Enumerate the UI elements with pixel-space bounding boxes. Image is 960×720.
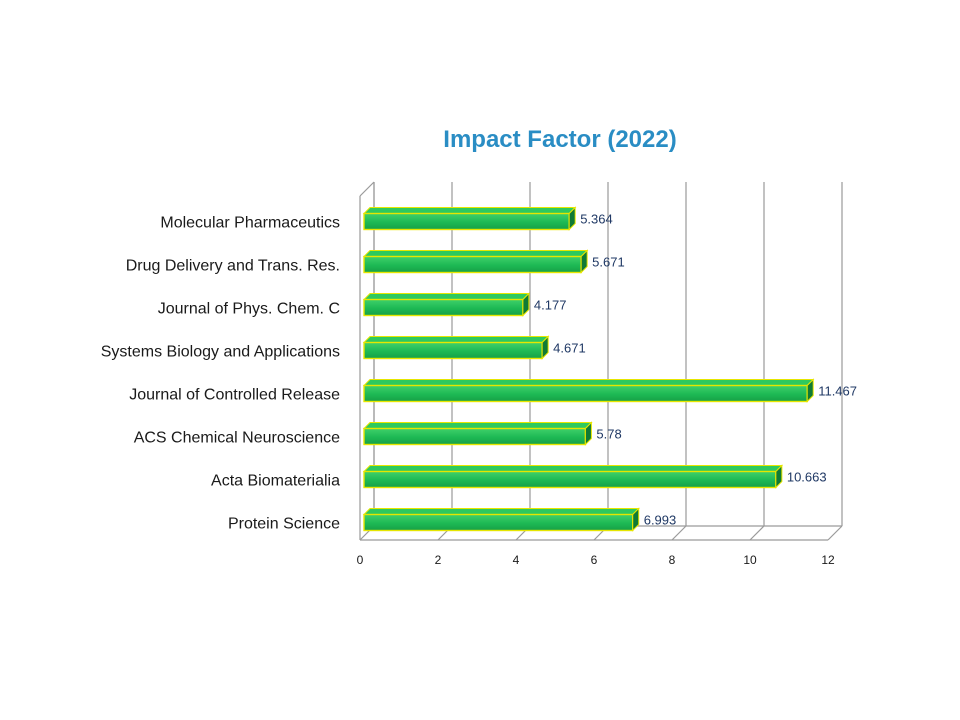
value-label: 10.663 (787, 470, 827, 485)
bar-top (362, 465, 784, 472)
bar-end (541, 335, 549, 360)
value-label: 6.993 (644, 513, 677, 528)
bar-end (775, 464, 783, 489)
bar (363, 513, 634, 532)
bar (363, 212, 570, 231)
value-label: 4.177 (534, 298, 567, 313)
category-label: Journal of Phys. Chem. C (158, 301, 340, 318)
bar-end (806, 378, 814, 403)
floor-gridline (671, 525, 687, 541)
bar (363, 341, 543, 360)
bar-end (632, 507, 640, 532)
value-label: 5.78 (596, 427, 621, 442)
bar (363, 384, 808, 403)
bar-end (584, 421, 592, 446)
floor-gridline (827, 525, 843, 541)
side-wall-top (359, 181, 375, 197)
category-label: Systems Biology and Applications (101, 344, 340, 361)
bar-top (362, 293, 531, 300)
x-tick-label: 0 (357, 553, 364, 567)
bar (363, 298, 524, 317)
category-label: ACS Chemical Neuroscience (134, 430, 340, 447)
bar (363, 470, 777, 489)
category-label: Acta Biomaterialia (211, 473, 340, 490)
value-label: 11.467 (818, 384, 857, 399)
bar-top (362, 422, 593, 429)
category-label: Drug Delivery and Trans. Res. (126, 258, 340, 275)
bar-end (522, 292, 530, 317)
x-tick-label: 4 (513, 553, 520, 567)
x-tick-label: 8 (669, 553, 676, 567)
category-label: Protein Science (228, 516, 340, 533)
bar-top (362, 508, 640, 515)
bar-top (362, 250, 589, 257)
value-label: 5.671 (592, 255, 625, 270)
x-tick-label: 6 (591, 553, 598, 567)
bar-top (362, 336, 550, 343)
chart-title: Impact Factor (2022) (443, 126, 677, 153)
floor-gridline (749, 525, 765, 541)
bar-end (568, 206, 576, 231)
bar-end (580, 249, 588, 274)
value-label: 5.364 (580, 212, 613, 227)
bar-top (362, 207, 577, 214)
x-tick-label: 12 (821, 553, 835, 567)
category-label: Journal of Controlled Release (129, 387, 340, 404)
bar (363, 255, 582, 274)
category-label: Molecular Pharmaceutics (160, 215, 340, 232)
bar (363, 427, 587, 446)
value-label: 4.671 (553, 341, 586, 356)
x-tick-label: 10 (743, 553, 757, 567)
labels: 0 2 4 6 8 10 12 Molecular Pharmaceutics 5.364 Dru… (101, 212, 857, 568)
bar-top (362, 379, 815, 386)
x-tick-label: 2 (435, 553, 442, 567)
bars (362, 206, 815, 532)
